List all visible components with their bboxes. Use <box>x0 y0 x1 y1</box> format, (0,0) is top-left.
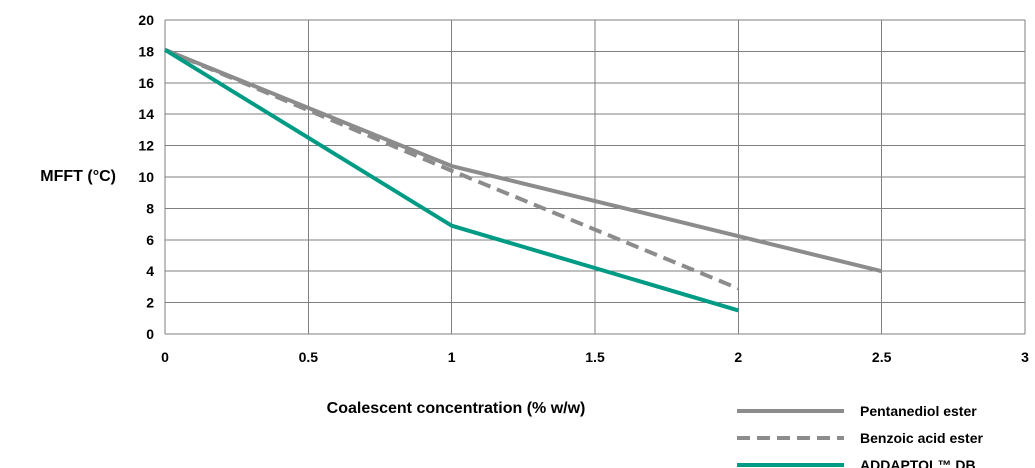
y-tick-label: 10 <box>138 169 154 185</box>
legend: Pentanediol ester Benzoic acid ester ADDAP… <box>737 403 983 468</box>
y-tick-label: 12 <box>138 138 154 154</box>
x-tick-label: 1.5 <box>585 349 605 365</box>
y-tick-label: 8 <box>146 200 154 216</box>
series-line-addaptol-db <box>163 48 739 313</box>
y-tick-label: 0 <box>146 326 154 342</box>
y-tick-label: 18 <box>138 43 154 59</box>
legend-label: Pentanediol ester <box>860 403 977 419</box>
y-tick-label: 6 <box>146 232 154 248</box>
y-tick-label: 20 <box>138 12 154 28</box>
y-axis-title: MFFT (°C) <box>40 168 116 185</box>
x-axis-title: Coalescent concentration (% w/w) <box>327 400 586 417</box>
y-tick-label: 14 <box>138 106 154 122</box>
x-tick-label: 3 <box>1021 349 1029 365</box>
grid <box>164 19 1026 335</box>
x-axis-ticks: 0 0.5 1 1.5 2 2.5 3 <box>161 349 1029 365</box>
legend-label: ADDAPTOL™ DB <box>860 457 976 468</box>
y-tick-label: 16 <box>138 75 154 91</box>
y-tick-label: 2 <box>146 295 154 311</box>
x-tick-label: 1 <box>448 349 456 365</box>
x-tick-label: 0 <box>161 349 169 365</box>
x-tick-label: 2.5 <box>872 349 892 365</box>
x-tick-label: 0.5 <box>299 349 319 365</box>
x-tick-label: 2 <box>734 349 742 365</box>
series-line-benzoic-acid-ester <box>164 47 740 291</box>
legend-label: Benzoic acid ester <box>860 430 983 446</box>
series-lines <box>163 47 883 313</box>
y-tick-label: 4 <box>146 263 154 279</box>
y-axis-ticks: 0 2 4 6 8 10 12 14 16 18 20 <box>138 12 154 342</box>
